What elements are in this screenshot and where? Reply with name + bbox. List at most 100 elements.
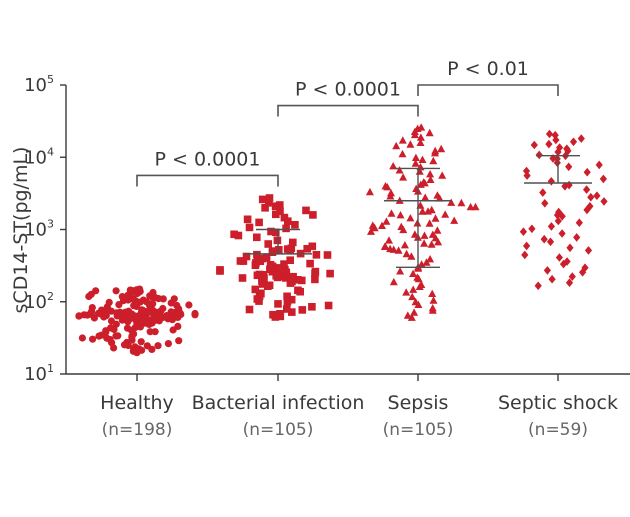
x-label-septic-shock: Septic shock	[498, 392, 618, 414]
point-bacterial-infection	[272, 228, 280, 237]
point-bacterial-infection	[238, 274, 247, 282]
point-septic-shock	[555, 207, 563, 217]
point-septic-shock	[551, 130, 559, 140]
point-septic-shock	[545, 139, 553, 149]
point-septic-shock	[522, 166, 531, 176]
point-bacterial-infection	[255, 218, 263, 227]
point-bacterial-infection	[258, 254, 266, 263]
point-healthy	[107, 324, 115, 332]
point-sepsis	[396, 211, 405, 219]
point-septic-shock	[587, 192, 595, 202]
point-bacterial-infection	[272, 210, 280, 219]
point-bacterial-infection	[265, 199, 273, 207]
point-sepsis	[387, 189, 395, 197]
point-bacterial-infection	[276, 310, 284, 318]
point-sepsis	[411, 153, 420, 161]
point-septic-shock	[556, 143, 564, 152]
significance-bracket-2	[277, 104, 419, 117]
point-sepsis	[407, 313, 416, 321]
point-healthy	[154, 342, 162, 350]
point-bacterial-infection	[282, 274, 290, 282]
point-sepsis	[428, 230, 437, 238]
point-healthy	[159, 304, 167, 313]
point-sepsis	[413, 273, 422, 281]
point-bacterial-infection	[253, 255, 262, 263]
point-sepsis	[426, 170, 435, 178]
point-septic-shock	[547, 177, 555, 186]
point-bacterial-infection	[234, 231, 243, 240]
point-bacterial-infection	[309, 211, 317, 219]
point-sepsis	[406, 214, 415, 222]
point-sepsis	[378, 221, 386, 229]
point-sepsis	[402, 249, 411, 258]
point-sepsis	[368, 221, 377, 229]
point-healthy	[138, 306, 146, 314]
point-sepsis	[403, 311, 412, 319]
y-tick-label: 103	[24, 218, 54, 241]
point-healthy	[185, 301, 193, 309]
point-bacterial-infection	[298, 306, 307, 314]
point-sepsis	[438, 171, 447, 179]
point-healthy	[136, 285, 144, 293]
point-sepsis	[389, 162, 398, 170]
point-healthy	[175, 337, 183, 345]
point-sepsis	[382, 217, 391, 225]
point-septic-shock	[553, 210, 562, 220]
point-septic-shock	[558, 229, 566, 238]
point-bacterial-infection	[278, 272, 286, 281]
y-tick-labels: 101 102 103 104 105	[24, 73, 54, 385]
x-label-bacterial-infection: Bacterial infection	[192, 392, 365, 414]
point-septic-shock	[593, 191, 601, 200]
y-axis-label: sCD14-ST(pg/mL)	[10, 147, 32, 314]
point-bacterial-infection	[245, 223, 254, 232]
point-sepsis	[406, 140, 415, 148]
point-bacterial-infection	[286, 256, 294, 264]
point-sepsis	[417, 123, 426, 131]
point-sepsis	[386, 244, 395, 253]
data-points	[75, 123, 608, 357]
point-septic-shock	[534, 281, 542, 291]
point-bacterial-infection	[251, 285, 260, 294]
point-septic-shock	[565, 162, 573, 172]
point-bacterial-infection	[269, 310, 277, 319]
point-bacterial-infection	[283, 292, 291, 301]
point-sepsis	[409, 269, 418, 277]
point-healthy	[167, 308, 175, 316]
point-sepsis	[392, 141, 401, 150]
point-bacterial-infection	[262, 254, 271, 262]
point-septic-shock	[584, 246, 593, 255]
point-bacterial-infection	[282, 224, 290, 233]
point-sepsis	[398, 149, 407, 158]
point-bacterial-infection	[288, 277, 296, 286]
point-bacterial-infection	[294, 276, 302, 284]
point-healthy	[174, 322, 182, 330]
point-healthy	[103, 334, 111, 342]
point-bacterial-infection	[281, 265, 289, 274]
point-bacterial-infection	[287, 244, 296, 253]
point-bacterial-infection	[265, 194, 274, 202]
point-septic-shock	[528, 224, 536, 234]
point-sepsis	[421, 193, 430, 201]
x-tick-labels: Healthy (n=198) Bacterial infection (n=105)…	[100, 392, 618, 440]
point-bacterial-infection	[323, 251, 332, 259]
point-septic-shock	[555, 253, 563, 262]
point-sepsis	[420, 239, 429, 247]
point-bacterial-infection	[288, 308, 296, 316]
point-healthy	[123, 324, 132, 332]
point-sepsis	[428, 304, 437, 312]
point-bacterial-infection	[253, 271, 262, 280]
point-bacterial-infection	[308, 242, 317, 251]
point-septic-shock	[565, 180, 573, 190]
point-septic-shock	[523, 241, 531, 251]
point-sepsis	[433, 191, 442, 199]
point-healthy	[114, 332, 122, 340]
point-sepsis	[398, 136, 407, 144]
point-bacterial-infection	[265, 281, 274, 290]
point-sepsis	[427, 205, 436, 214]
point-healthy	[78, 334, 86, 342]
point-bacterial-infection	[252, 259, 260, 267]
point-bacterial-infection	[216, 266, 224, 274]
point-sepsis	[410, 308, 419, 316]
point-healthy	[191, 309, 199, 318]
